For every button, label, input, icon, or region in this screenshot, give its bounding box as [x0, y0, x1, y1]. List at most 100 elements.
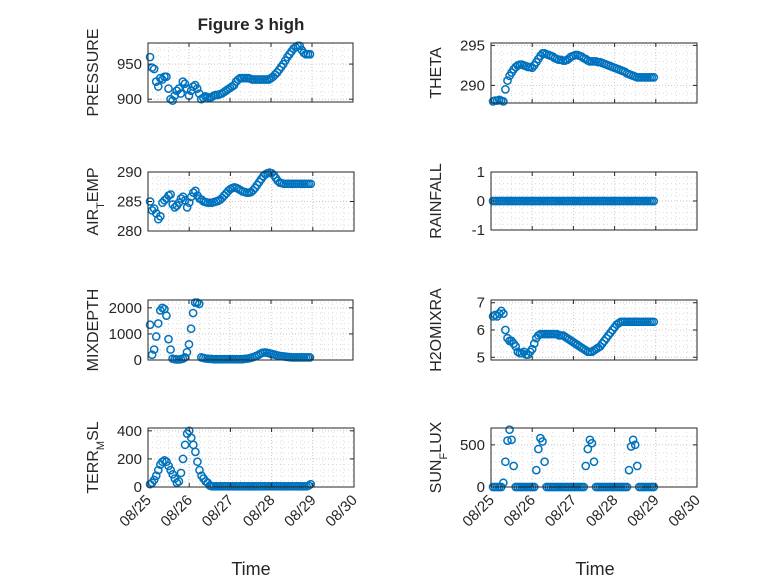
data-point	[184, 339, 194, 349]
data-point	[191, 186, 200, 196]
y-tick-label: 1	[477, 164, 485, 181]
y-axis-label: H2OMIXRA	[428, 288, 445, 372]
data-point	[151, 471, 161, 481]
data-series	[145, 168, 316, 224]
y-axis-label-main: H2OMIXRA	[428, 288, 445, 372]
data-series	[488, 196, 659, 206]
y-tick-label: 285	[117, 194, 142, 211]
data-point	[156, 211, 165, 221]
y-axis-label-main: RAINFALL	[428, 163, 445, 239]
data-point	[193, 457, 202, 467]
data-point	[501, 457, 510, 467]
subplot-pressure: 900 950 PRESSURE	[85, 28, 354, 117]
y-tick-label: 7	[477, 295, 485, 312]
data-series	[145, 298, 315, 364]
data-point	[166, 465, 176, 475]
data-point	[195, 465, 204, 475]
y-axis-label: THETA	[428, 47, 445, 99]
data-point	[160, 455, 169, 465]
y-axis-label: MIXDEPTH	[85, 289, 102, 372]
data-point	[305, 49, 315, 59]
plot-area	[148, 43, 353, 102]
data-point	[501, 85, 510, 94]
y-tick-label: 0	[477, 193, 485, 210]
data-point	[503, 436, 512, 445]
data-point	[191, 447, 200, 457]
subplot-air_temp: 280 285 290 AIRTEMP	[85, 164, 355, 240]
y-axis-label-subscript: F	[438, 453, 450, 460]
data-point	[176, 194, 186, 203]
data-series	[145, 41, 315, 105]
data-point	[538, 437, 547, 446]
y-tick-label: 1000	[109, 326, 142, 343]
data-point	[499, 97, 508, 106]
data-point	[534, 444, 543, 454]
y-axis-label-main: AIR	[85, 209, 102, 236]
x-axis-label-left: Time	[231, 559, 270, 579]
y-tick-label: 0	[134, 352, 142, 369]
data-point	[162, 457, 171, 467]
data-point	[305, 353, 315, 362]
y-tick-label: 5	[477, 349, 485, 366]
y-axis-label-main: PRESSURE	[85, 28, 102, 116]
subplot-theta: 290 295 THETA	[428, 37, 698, 106]
data-point	[529, 339, 539, 348]
y-axis-label-main: TERR	[85, 450, 102, 494]
y-tick-label: 200	[117, 451, 142, 468]
data-point	[540, 457, 549, 467]
data-point	[180, 79, 190, 89]
y-axis-label-suffix: EMP	[85, 167, 102, 202]
data-point	[153, 465, 163, 475]
subplot-rainfall: -1 0 1 RAINFALL	[428, 163, 698, 239]
data-point	[306, 179, 316, 189]
y-tick-label: 400	[117, 423, 142, 440]
data-point	[174, 84, 184, 94]
data-point	[503, 76, 512, 85]
data-point	[589, 457, 599, 467]
data-point	[306, 479, 316, 489]
axes-box	[490, 42, 698, 104]
data-point	[149, 204, 159, 213]
data-point	[248, 185, 258, 195]
data-point	[624, 465, 634, 475]
data-point	[180, 440, 190, 450]
data-point	[168, 470, 178, 479]
y-tick-label: 290	[460, 77, 485, 94]
data-point	[511, 342, 521, 351]
data-point	[180, 353, 190, 362]
data-point	[649, 196, 659, 206]
y-tick-label: 950	[117, 56, 142, 73]
data-point	[178, 77, 188, 86]
data-point	[145, 197, 155, 206]
subplot-h2omixra: 5 6 7 H2OMIXRA	[428, 288, 698, 372]
data-point	[162, 72, 171, 82]
data-point	[149, 475, 159, 485]
figure-title: Figure 3 high	[198, 15, 305, 34]
y-axis-label-subscript: M	[95, 441, 107, 450]
y-tick-label: 280	[117, 223, 142, 240]
data-series	[488, 306, 659, 359]
y-axis-label-suffix: LUX	[428, 421, 445, 452]
y-axis-label-subscript: T	[95, 202, 107, 209]
data-point	[182, 347, 192, 357]
y-axis-label: AIRTEMP	[85, 167, 107, 235]
data-point	[164, 461, 173, 471]
data-point	[199, 93, 208, 103]
data-point	[499, 478, 508, 488]
y-axis-label-main: THETA	[428, 47, 445, 99]
data-point	[188, 82, 198, 91]
data-point	[233, 75, 243, 84]
data-point	[583, 444, 593, 454]
data-point	[178, 454, 188, 464]
plot-area	[148, 428, 354, 487]
data-series	[488, 49, 659, 106]
data-point	[164, 334, 173, 344]
data-point	[527, 344, 537, 354]
y-tick-label: 6	[477, 322, 485, 339]
data-point	[149, 345, 159, 354]
x-axis-label-right: Time	[575, 559, 614, 579]
data-point	[151, 332, 161, 341]
axes-box	[490, 427, 698, 488]
data-point	[182, 203, 192, 212]
